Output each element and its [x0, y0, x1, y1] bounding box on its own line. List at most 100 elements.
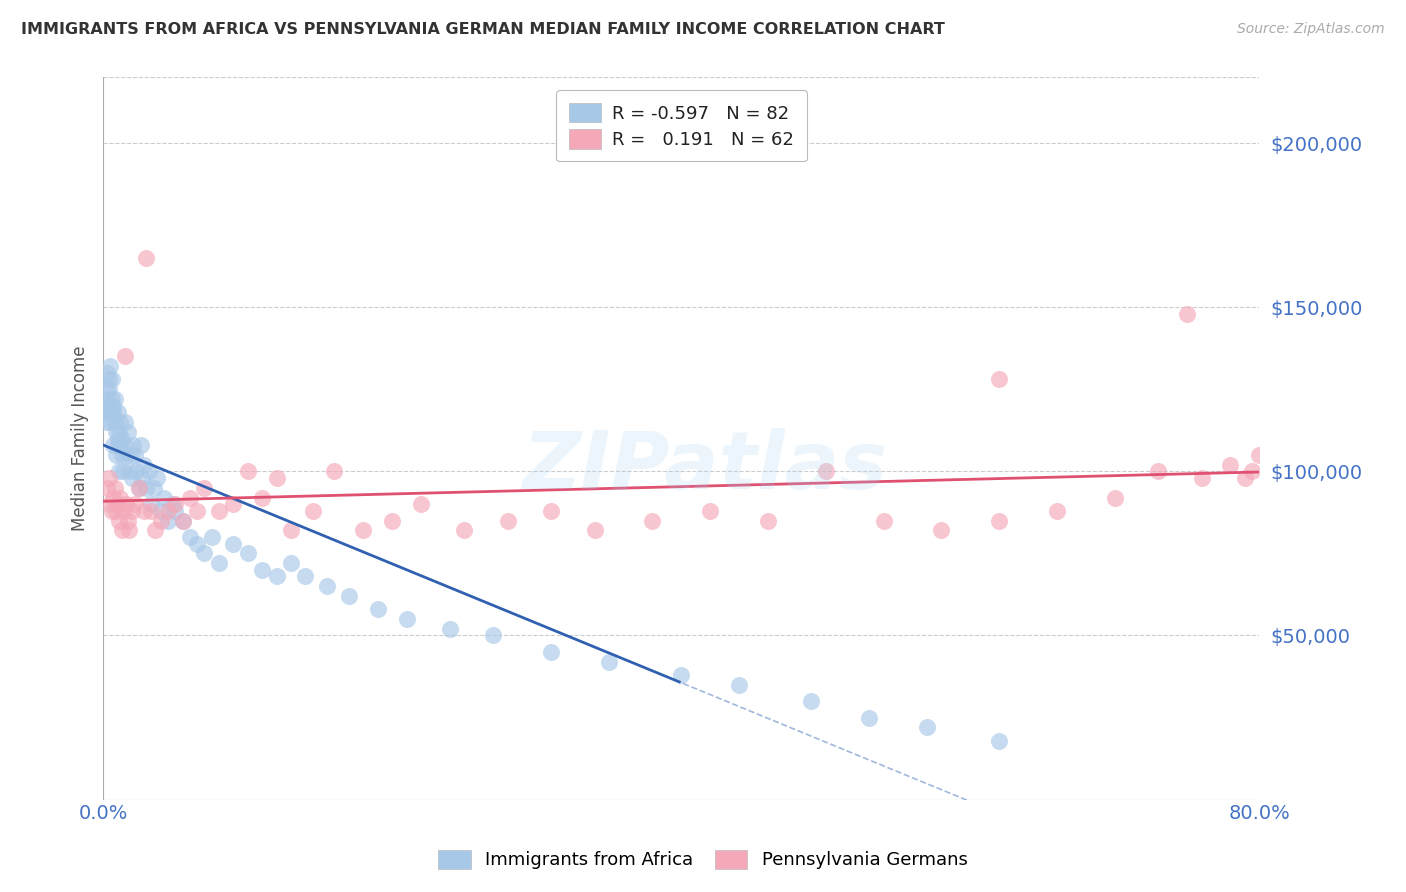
Point: [107, 405, 129, 419]
Point: [1104, 491, 1126, 505]
Point: [125, 464, 148, 478]
Point: [115, 497, 138, 511]
Point: [128, 481, 150, 495]
Legend: Immigrants from Africa, Pennsylvania Germans: Immigrants from Africa, Pennsylvania Ger…: [429, 840, 977, 879]
Point: [111, 524, 134, 538]
Point: [117, 514, 139, 528]
Point: [858, 710, 880, 724]
Point: [301, 504, 323, 518]
Point: [316, 579, 339, 593]
Point: [103, 399, 125, 413]
Point: [97, 471, 120, 485]
Point: [111, 432, 134, 446]
Point: [101, 372, 124, 386]
Point: [131, 471, 153, 485]
Legend: R = -0.597   N = 82, R =   0.191   N = 62: R = -0.597 N = 82, R = 0.191 N = 62: [555, 90, 807, 161]
Point: [266, 569, 288, 583]
Point: [105, 504, 128, 518]
Point: [135, 251, 157, 265]
Point: [115, 448, 138, 462]
Point: [97, 405, 120, 419]
Point: [111, 448, 134, 462]
Point: [118, 524, 141, 538]
Point: [139, 497, 162, 511]
Point: [172, 514, 194, 528]
Point: [540, 645, 562, 659]
Point: [179, 530, 201, 544]
Point: [96, 382, 118, 396]
Point: [222, 536, 245, 550]
Point: [103, 405, 125, 419]
Point: [186, 504, 208, 518]
Point: [108, 464, 131, 478]
Point: [122, 438, 145, 452]
Point: [108, 425, 131, 439]
Point: [756, 514, 779, 528]
Point: [143, 524, 166, 538]
Point: [97, 382, 120, 396]
Point: [114, 415, 136, 429]
Point: [1147, 464, 1170, 478]
Point: [114, 350, 136, 364]
Point: [598, 655, 620, 669]
Point: [165, 497, 187, 511]
Point: [165, 504, 187, 518]
Point: [222, 497, 245, 511]
Point: [96, 481, 118, 495]
Point: [98, 399, 121, 413]
Point: [105, 425, 128, 439]
Point: [104, 392, 127, 406]
Point: [103, 438, 125, 452]
Point: [814, 464, 837, 478]
Point: [193, 546, 215, 560]
Point: [118, 464, 141, 478]
Point: [872, 514, 894, 528]
Point: [367, 602, 389, 616]
Point: [162, 497, 184, 511]
Point: [132, 504, 155, 518]
Point: [157, 514, 180, 528]
Point: [800, 694, 823, 708]
Point: [93, 405, 115, 419]
Point: [931, 524, 953, 538]
Point: [200, 530, 222, 544]
Point: [110, 438, 132, 452]
Point: [157, 504, 180, 518]
Point: [153, 491, 176, 505]
Point: [96, 366, 118, 380]
Point: [124, 448, 146, 462]
Point: [1249, 448, 1271, 462]
Point: [1046, 504, 1069, 518]
Point: [138, 464, 160, 478]
Point: [1191, 471, 1213, 485]
Point: [96, 399, 118, 413]
Point: [101, 392, 124, 406]
Point: [104, 415, 127, 429]
Point: [117, 425, 139, 439]
Point: [129, 438, 152, 452]
Point: [108, 514, 131, 528]
Point: [135, 481, 157, 495]
Text: Source: ZipAtlas.com: Source: ZipAtlas.com: [1237, 22, 1385, 37]
Point: [583, 524, 606, 538]
Point: [540, 504, 562, 518]
Point: [1175, 307, 1198, 321]
Point: [439, 622, 461, 636]
Point: [114, 438, 136, 452]
Point: [107, 432, 129, 446]
Point: [699, 504, 721, 518]
Point: [266, 471, 288, 485]
Point: [1219, 458, 1241, 472]
Point: [337, 589, 360, 603]
Point: [236, 464, 259, 478]
Point: [107, 497, 129, 511]
Point: [172, 514, 194, 528]
Point: [641, 514, 664, 528]
Point: [128, 481, 150, 495]
Point: [101, 405, 124, 419]
Point: [294, 569, 316, 583]
Point: [98, 415, 121, 429]
Point: [208, 504, 231, 518]
Point: [124, 497, 146, 511]
Point: [411, 497, 433, 511]
